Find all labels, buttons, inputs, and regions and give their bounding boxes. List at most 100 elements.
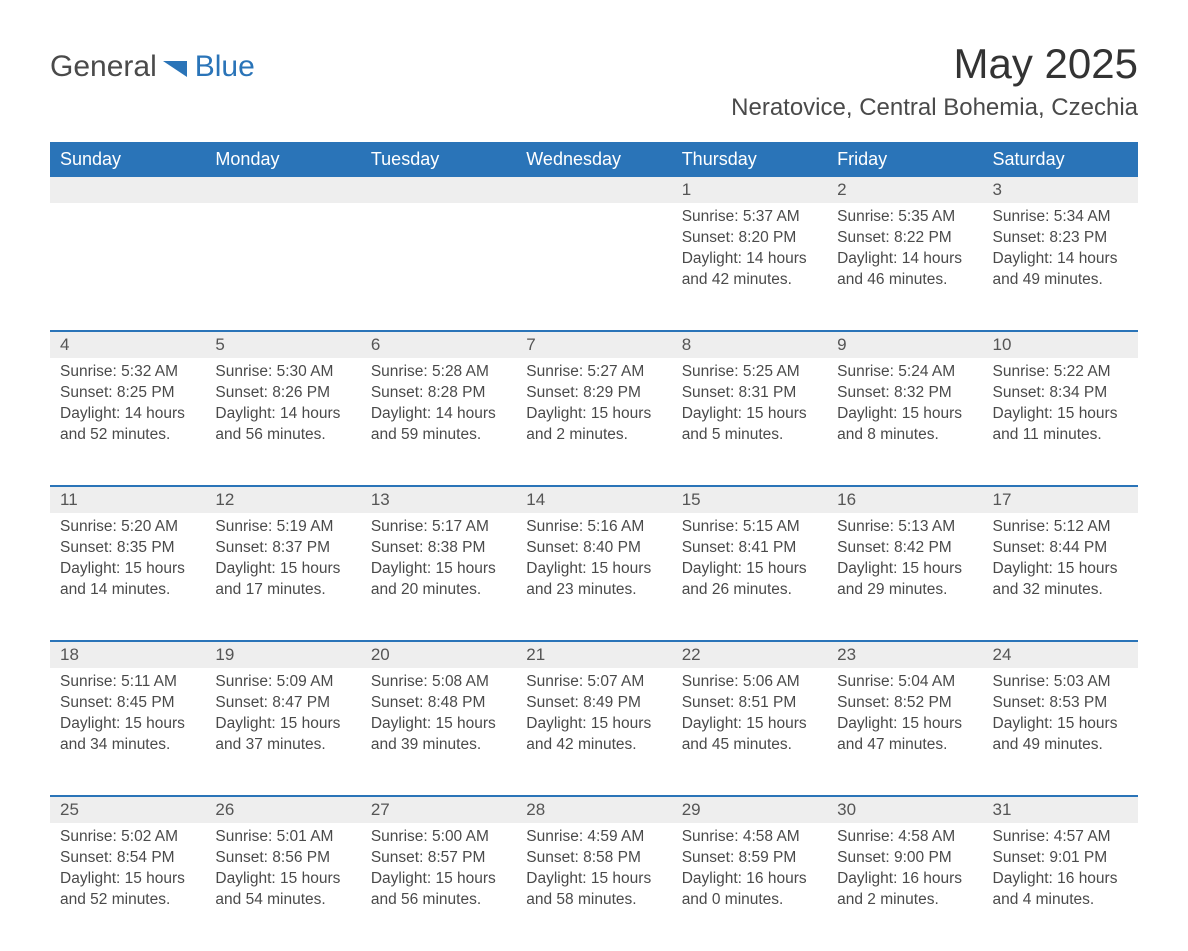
sunrise-line: Sunrise: 5:11 AM — [60, 672, 195, 693]
sunset-line: Sunset: 8:54 PM — [60, 848, 195, 869]
sunset-line: Sunset: 8:25 PM — [60, 383, 195, 404]
sunrise-line: Sunrise: 5:27 AM — [526, 362, 661, 383]
sunset-line: Sunset: 8:51 PM — [682, 693, 817, 714]
daylight-line-1: Daylight: 15 hours — [682, 559, 817, 580]
sunset-line: Sunset: 8:35 PM — [60, 538, 195, 559]
day-number-cell: 19 — [205, 642, 360, 668]
day-number-cell: 6 — [361, 332, 516, 358]
daylight-line-1: Daylight: 16 hours — [837, 869, 972, 890]
daylight-line-1: Daylight: 14 hours — [682, 249, 817, 270]
day-content-cell: Sunrise: 5:00 AMSunset: 8:57 PMDaylight:… — [361, 823, 516, 951]
daylight-line-2: and 11 minutes. — [993, 425, 1128, 446]
daylight-line-2: and 2 minutes. — [837, 890, 972, 911]
daylight-line-1: Daylight: 15 hours — [60, 559, 195, 580]
sunset-line: Sunset: 8:42 PM — [837, 538, 972, 559]
day-content-cell: Sunrise: 5:37 AMSunset: 8:20 PMDaylight:… — [672, 203, 827, 331]
sunrise-line: Sunrise: 5:34 AM — [993, 207, 1128, 228]
calendar-table: SundayMondayTuesdayWednesdayThursdayFrid… — [50, 142, 1138, 951]
day-content-cell: Sunrise: 5:22 AMSunset: 8:34 PMDaylight:… — [983, 358, 1138, 486]
daylight-line-1: Daylight: 15 hours — [682, 714, 817, 735]
day-number-cell: 21 — [516, 642, 671, 668]
day-content-cell: Sunrise: 5:03 AMSunset: 8:53 PMDaylight:… — [983, 668, 1138, 796]
daylight-line-2: and 20 minutes. — [371, 580, 506, 601]
day-number-cell: 12 — [205, 487, 360, 513]
sunrise-line: Sunrise: 5:12 AM — [993, 517, 1128, 538]
daylight-line-2: and 2 minutes. — [526, 425, 661, 446]
day-number-cell: 17 — [983, 487, 1138, 513]
day-number-row: 123 — [50, 177, 1138, 203]
sunrise-line: Sunrise: 5:28 AM — [371, 362, 506, 383]
day-number-cell — [50, 177, 205, 203]
daylight-line-1: Daylight: 15 hours — [371, 559, 506, 580]
sunset-line: Sunset: 8:23 PM — [993, 228, 1128, 249]
location-subtitle: Neratovice, Central Bohemia, Czechia — [731, 94, 1138, 122]
daylight-line-2: and 42 minutes. — [526, 735, 661, 756]
sunset-line: Sunset: 8:52 PM — [837, 693, 972, 714]
day-content-cell: Sunrise: 4:58 AMSunset: 9:00 PMDaylight:… — [827, 823, 982, 951]
daylight-line-1: Daylight: 14 hours — [993, 249, 1128, 270]
day-content-cell: Sunrise: 5:35 AMSunset: 8:22 PMDaylight:… — [827, 203, 982, 331]
day-content-cell: Sunrise: 5:19 AMSunset: 8:37 PMDaylight:… — [205, 513, 360, 641]
sunset-line: Sunset: 8:48 PM — [371, 693, 506, 714]
day-number-cell — [205, 177, 360, 203]
day-content-row: Sunrise: 5:11 AMSunset: 8:45 PM Daylight:… — [50, 668, 1138, 796]
day-content-cell: Sunrise: 5:12 AMSunset: 8:44 PMDaylight:… — [983, 513, 1138, 641]
day-number-cell: 25 — [50, 797, 205, 823]
day-content-cell: Sunrise: 5:07 AMSunset: 8:49 PMDaylight:… — [516, 668, 671, 796]
weekday-header: Monday — [205, 142, 360, 177]
sunset-line: Sunset: 8:59 PM — [682, 848, 817, 869]
sunset-line: Sunset: 8:57 PM — [371, 848, 506, 869]
day-number-cell: 15 — [672, 487, 827, 513]
sunset-line: Sunset: 8:41 PM — [682, 538, 817, 559]
weekday-header: Wednesday — [516, 142, 671, 177]
daylight-line-2: and 4 minutes. — [993, 890, 1128, 911]
sunrise-line: Sunrise: 5:35 AM — [837, 207, 972, 228]
day-number-cell: 30 — [827, 797, 982, 823]
day-number-cell: 5 — [205, 332, 360, 358]
day-content-cell: Sunrise: 5:15 AMSunset: 8:41 PMDaylight:… — [672, 513, 827, 641]
daylight-line-2: and 58 minutes. — [526, 890, 661, 911]
day-content-cell: Sunrise: 5:28 AMSunset: 8:28 PMDaylight:… — [361, 358, 516, 486]
day-content-cell: Sunrise: 5:04 AMSunset: 8:52 PMDaylight:… — [827, 668, 982, 796]
daylight-line-1: Daylight: 15 hours — [837, 404, 972, 425]
day-number-cell: 10 — [983, 332, 1138, 358]
sunrise-line: Sunrise: 5:32 AM — [60, 362, 195, 383]
daylight-line-2: and 49 minutes. — [993, 735, 1128, 756]
month-title: May 2025 — [731, 40, 1138, 88]
daylight-line-2: and 56 minutes. — [215, 425, 350, 446]
weekday-header-row: SundayMondayTuesdayWednesdayThursdayFrid… — [50, 142, 1138, 177]
day-number-cell: 1 — [672, 177, 827, 203]
day-content-cell: Sunrise: 5:11 AMSunset: 8:45 PMDaylight:… — [50, 668, 205, 796]
day-number-cell: 7 — [516, 332, 671, 358]
daylight-line-1: Daylight: 16 hours — [993, 869, 1128, 890]
daylight-line-1: Daylight: 15 hours — [526, 404, 661, 425]
day-content-cell: Sunrise: 5:25 AMSunset: 8:31 PMDaylight:… — [672, 358, 827, 486]
daylight-line-1: Daylight: 14 hours — [371, 404, 506, 425]
daylight-line-1: Daylight: 15 hours — [682, 404, 817, 425]
sunrise-line: Sunrise: 5:09 AM — [215, 672, 350, 693]
daylight-line-1: Daylight: 15 hours — [215, 714, 350, 735]
day-content-cell: Sunrise: 5:09 AMSunset: 8:47 PMDaylight:… — [205, 668, 360, 796]
sunset-line: Sunset: 8:40 PM — [526, 538, 661, 559]
day-number-row: 25262728293031 — [50, 797, 1138, 823]
daylight-line-2: and 47 minutes. — [837, 735, 972, 756]
day-number-row: 18192021222324 — [50, 642, 1138, 668]
sunrise-line: Sunrise: 5:06 AM — [682, 672, 817, 693]
sunset-line: Sunset: 9:01 PM — [993, 848, 1128, 869]
day-number-cell: 16 — [827, 487, 982, 513]
sunset-line: Sunset: 8:29 PM — [526, 383, 661, 404]
day-number-cell: 2 — [827, 177, 982, 203]
sunset-line: Sunset: 8:20 PM — [682, 228, 817, 249]
day-content-cell — [50, 203, 205, 331]
day-number-cell — [516, 177, 671, 203]
daylight-line-2: and 59 minutes. — [371, 425, 506, 446]
sunset-line: Sunset: 8:45 PM — [60, 693, 195, 714]
daylight-line-1: Daylight: 15 hours — [993, 559, 1128, 580]
daylight-line-1: Daylight: 16 hours — [682, 869, 817, 890]
day-number-cell: 22 — [672, 642, 827, 668]
daylight-line-2: and 56 minutes. — [371, 890, 506, 911]
daylight-line-2: and 8 minutes. — [837, 425, 972, 446]
sunrise-line: Sunrise: 5:00 AM — [371, 827, 506, 848]
sunrise-line: Sunrise: 4:57 AM — [993, 827, 1128, 848]
day-content-cell — [361, 203, 516, 331]
